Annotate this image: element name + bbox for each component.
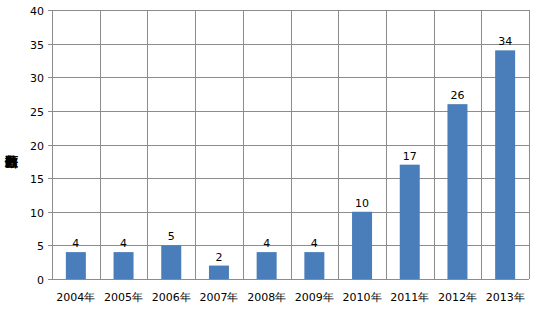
data-label: 5: [168, 230, 175, 243]
grid-line: [52, 77, 529, 78]
tick-mark: [48, 77, 52, 78]
y-tick-label: 25: [30, 106, 44, 119]
v-grid-line: [52, 10, 53, 279]
v-grid-line: [386, 10, 387, 279]
data-label: 10: [355, 197, 369, 210]
bar: [447, 104, 467, 279]
v-grid-line: [481, 10, 482, 279]
y-tick-label: 10: [30, 207, 44, 220]
y-tick-label: 30: [30, 72, 44, 85]
tick-mark: [48, 111, 52, 112]
tick-mark: [48, 178, 52, 179]
x-tick-label: 2009年: [295, 291, 334, 304]
data-label: 4: [72, 237, 79, 250]
x-tick-label: 2008年: [247, 291, 286, 304]
x-tick-label: 2006年: [152, 291, 191, 304]
tick-mark: [48, 279, 52, 280]
v-grid-line: [147, 10, 148, 279]
bar: [400, 165, 420, 279]
v-grid-line: [338, 10, 339, 279]
v-grid-line: [100, 10, 101, 279]
bar: [66, 252, 86, 279]
v-grid-line: [291, 10, 292, 279]
x-tick-label: 2005年: [104, 291, 143, 304]
data-label: 4: [311, 237, 318, 250]
data-label: 4: [263, 237, 270, 250]
grid-line: [52, 279, 529, 280]
x-tick-label: 2004年: [56, 291, 95, 304]
grid-line: [52, 44, 529, 45]
y-tick-label: 40: [30, 5, 44, 18]
y-tick-label: 5: [37, 240, 44, 253]
v-grid-line: [195, 10, 196, 279]
v-grid-line: [434, 10, 435, 279]
tick-mark: [48, 10, 52, 11]
v-grid-line: [529, 10, 530, 279]
bars: [66, 50, 515, 279]
tick-mark: [48, 145, 52, 146]
v-grid-line: [243, 10, 244, 279]
bar: [495, 50, 515, 279]
x-tick-label: 2007年: [199, 291, 238, 304]
x-tick-label: 2011年: [390, 291, 429, 304]
chart-svg: 0 5 10 15 20 25 30 35 40 4 4 5 2 4 4 10 17 26 34 2004年 2005年…: [0, 0, 539, 309]
tick-mark: [48, 44, 52, 45]
data-label: 26: [450, 89, 464, 102]
data-label: 2: [215, 251, 222, 264]
y-axis-label: 出願件数: [5, 155, 20, 169]
x-tick-label: 2013年: [486, 291, 525, 304]
y-tick-label: 20: [30, 140, 44, 153]
bar: [114, 252, 134, 279]
bar: [257, 252, 277, 279]
bar: [209, 266, 229, 279]
y-tick-label: 0: [37, 274, 44, 287]
chart: 0 5 10 15 20 25 30 35 40 4 4 5 2 4 4 10 17 26 34 2004年 2005年…: [0, 0, 539, 309]
tick-mark: [48, 212, 52, 213]
data-label: 4: [120, 237, 127, 250]
grid-line: [52, 10, 529, 11]
y-tick-label: 35: [30, 39, 44, 52]
bar: [352, 212, 372, 279]
x-tick-label: 2010年: [343, 291, 382, 304]
bar: [161, 245, 181, 279]
bar: [304, 252, 324, 279]
data-label: 34: [498, 35, 512, 48]
x-tick-label: 2012年: [438, 291, 477, 304]
data-label: 17: [403, 150, 417, 163]
tick-mark: [48, 245, 52, 246]
y-tick-label: 15: [30, 173, 44, 186]
